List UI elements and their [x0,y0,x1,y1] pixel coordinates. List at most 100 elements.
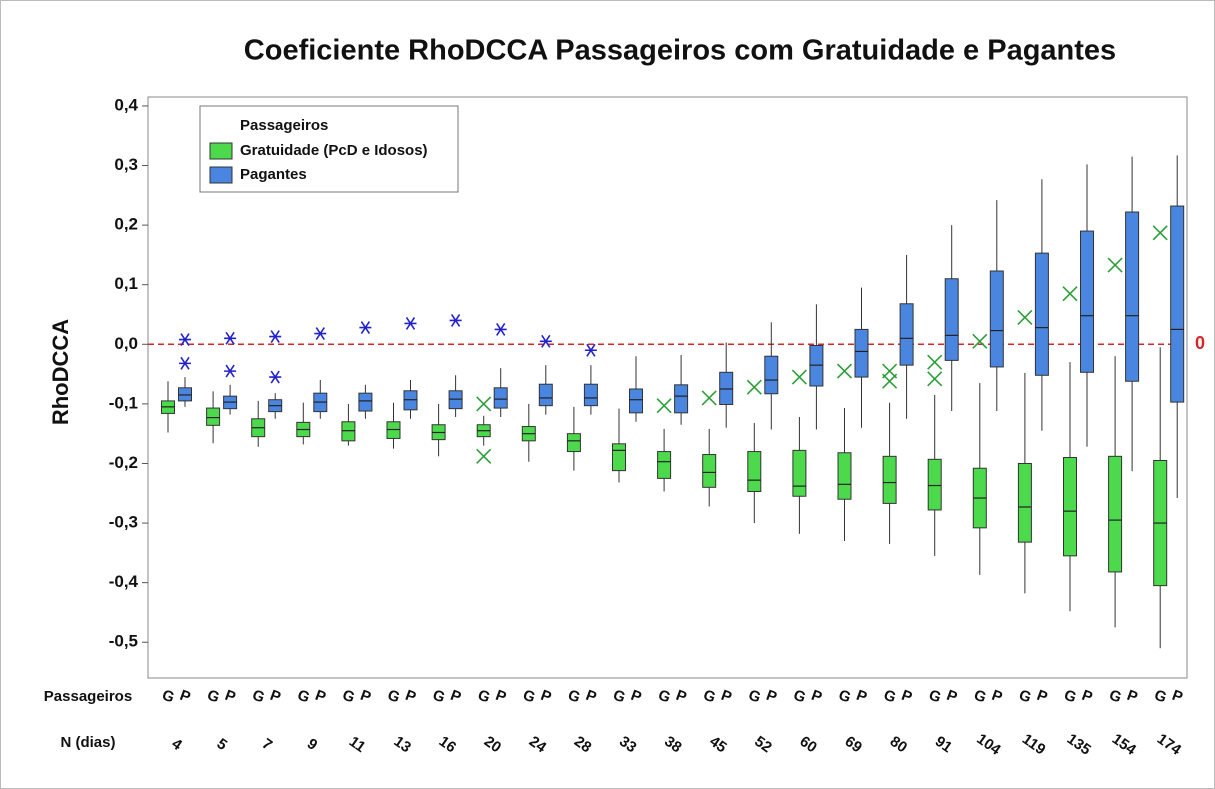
outlier [224,364,237,378]
group-row-label: Passageiros [44,688,132,705]
box [792,449,807,497]
outlier [882,373,898,389]
y-tick-label: 0,2 [114,215,138,234]
y-tick-label: -0,1 [109,393,138,412]
y-tick-label: 0,3 [114,155,138,174]
outlier [224,331,237,345]
box [1108,455,1123,573]
outlier [179,333,191,346]
legend-title: Passageiros [240,117,328,134]
outlier [449,314,462,327]
subgroup-label: G [836,687,853,707]
x-category-label: 69 [842,733,865,756]
x-category-label: 28 [571,733,594,756]
subgroup-label: G [160,687,177,707]
subgroup-label: G [205,687,222,707]
outlier [314,327,327,341]
box [837,452,852,500]
subgroup-label: G [611,687,628,707]
x-category-label: 38 [661,733,684,756]
subgroup-label: G [701,687,718,707]
subgroup-label: G [656,687,673,707]
y-tick-label: 0,4 [114,95,138,114]
box [1170,205,1185,403]
subgroup-label: G [926,687,943,707]
outlier [404,316,417,330]
box [1080,230,1094,373]
box [583,383,598,407]
subgroup-label: G [1062,687,1079,707]
subgroup-label: G [566,687,583,707]
chart-title: Coeficiente RhoDCCA Passageiros com Grat… [244,35,1116,67]
outlier [927,371,943,387]
box [1017,462,1032,543]
outlier [476,396,492,412]
box [493,387,508,409]
subgroup-label: G [521,687,538,707]
box [674,384,689,414]
outlier [746,379,762,395]
plot-area [147,96,1188,679]
outlier [1107,257,1123,273]
legend-box [199,105,459,193]
outlier [656,398,672,414]
y-axis-label: RhoDCCA [48,319,73,425]
box [612,443,626,472]
box [206,407,221,426]
box [927,458,942,511]
outlier [927,354,943,370]
subgroup-label: G [1107,687,1124,707]
reference-label: 0 [1195,333,1205,353]
outlier [836,363,853,379]
x-category-label: 16 [436,733,459,756]
y-tick-label: -0,4 [109,572,139,591]
box [657,451,672,479]
box [629,388,643,414]
subgroup-label: G [791,687,808,707]
subgroup-label: G [746,687,763,707]
outlier [539,334,552,348]
subgroup-label: G [385,687,402,707]
y-tick-label: 0,0 [114,334,138,353]
box [764,355,779,395]
subgroup-label: G [1152,687,1169,707]
y-tick-label: -0,5 [109,632,138,651]
box [989,270,1004,368]
subgroup-label: G [1017,687,1034,707]
x-category-label: 80 [887,733,910,756]
y-tick-label: 0,1 [114,274,138,293]
x-category-label: 60 [796,733,819,756]
x-category-label: 45 [706,733,729,756]
box [747,451,762,492]
outlier [269,330,282,343]
outlier [359,321,372,335]
y-tick-label: -0,2 [109,453,138,472]
subgroup-label: G [475,687,492,707]
subgroup-label: G [250,687,267,707]
box [702,454,717,488]
outlier [1062,286,1078,302]
box [854,328,869,378]
x-category-label: 91 [932,733,955,756]
outlier [584,343,597,357]
box [566,433,581,453]
outlier [494,322,507,336]
outlier [179,356,191,370]
subgroup-label: G [972,687,989,707]
subgroup-label: G [881,687,898,707]
outlier [1017,309,1033,326]
outlier [701,390,717,406]
box [882,455,897,504]
box [899,303,914,366]
x-category-label: 20 [481,733,504,756]
outlier [269,370,282,384]
subgroup-label: G [340,687,357,707]
box [538,383,553,407]
box [1034,252,1049,376]
subgroup-label: G [430,687,447,707]
category-row-label: N (dias) [60,734,115,751]
legend-label: Pagantes [240,166,307,183]
outlier [1152,225,1168,241]
box [1063,457,1077,557]
outlier [972,333,988,349]
